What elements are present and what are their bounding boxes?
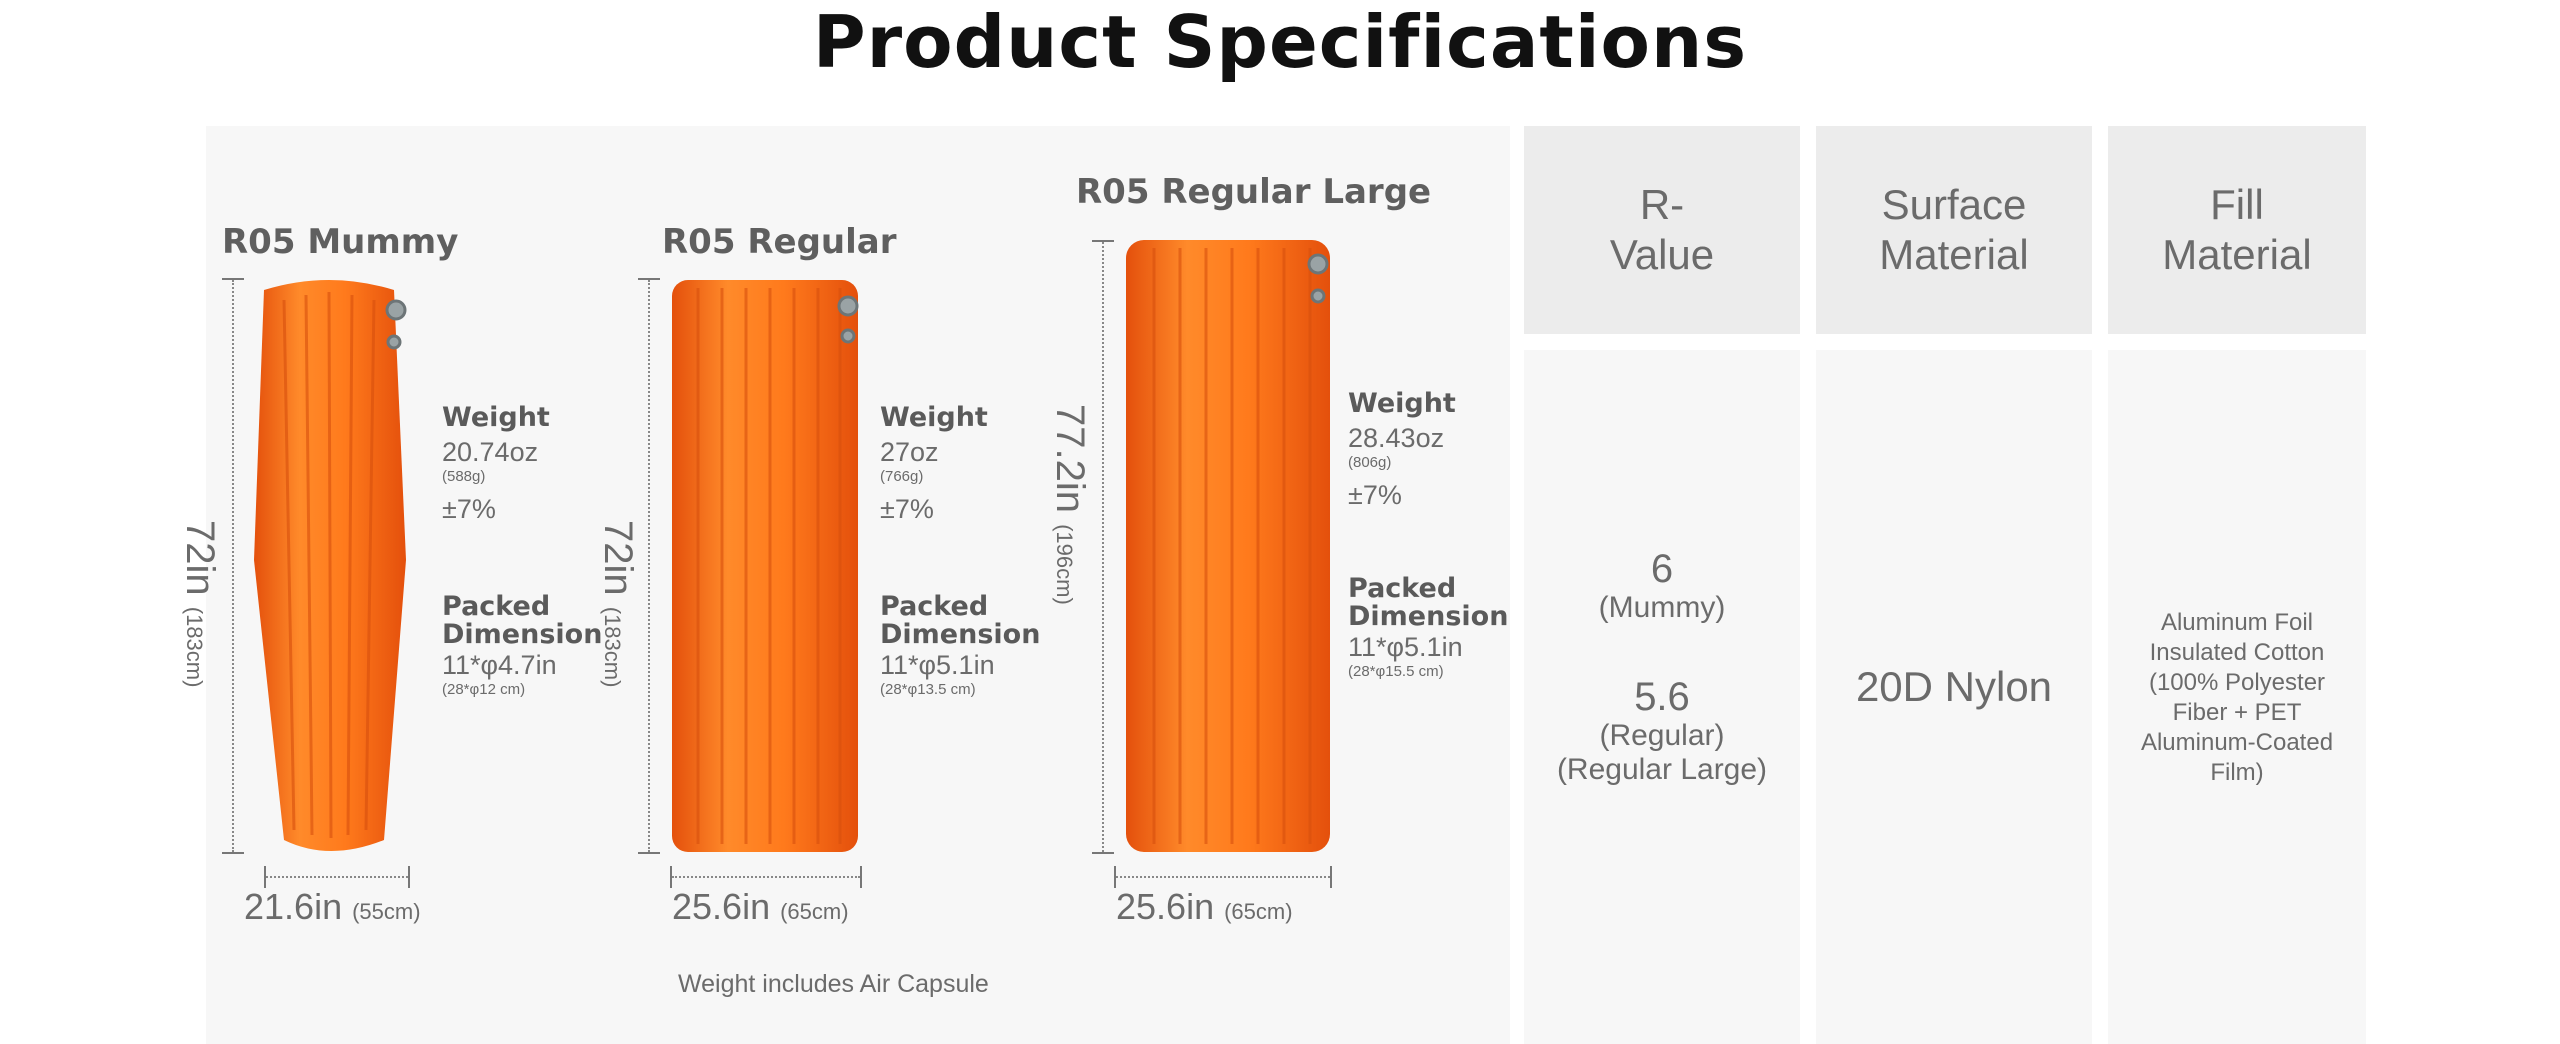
- dimension-tick: [1092, 240, 1114, 242]
- length-metric: (196cm): [1052, 524, 1077, 605]
- r-value-mummy: 6: [1650, 547, 1674, 591]
- surface-material-cell: 20D Nylon: [1816, 350, 2092, 1044]
- product-specs: Weight 20.74oz (588g) ±7% Packed Dimensi…: [442, 404, 602, 699]
- weight-label: Weight: [880, 402, 988, 433]
- fill-line: Insulated Cotton: [2149, 639, 2325, 666]
- surface-material-header: Surface Material: [1816, 126, 2092, 334]
- r-value-regular: 5.6: [1634, 675, 1690, 719]
- length-metric: (183cm): [600, 606, 625, 688]
- dimension-line: [1116, 876, 1330, 878]
- header-line: Surface: [1881, 181, 2027, 228]
- width-value: 25.6in: [672, 886, 771, 927]
- dimension-tick: [408, 866, 410, 888]
- packed-metric: (28*φ13.5 cm): [880, 681, 976, 698]
- mummy-mat-image: [254, 280, 407, 851]
- packed-value: 11*φ5.1in: [880, 650, 995, 680]
- length-value: 77.2in: [1048, 404, 1092, 513]
- packed-value: 11*φ4.7in: [442, 650, 557, 680]
- weight-value: 27oz: [880, 437, 939, 467]
- r-value-mummy-note: (Mummy): [1598, 591, 1726, 624]
- dimension-tick: [1114, 866, 1116, 888]
- dimension-tick: [264, 866, 266, 888]
- width-value: 21.6in: [244, 886, 343, 927]
- regular-mat-image: [672, 280, 859, 852]
- dimension-line: [266, 876, 408, 878]
- page-title: Product Specifications: [812, 0, 1748, 84]
- fill-material-cell: Aluminum Foil Insulated Cotton (100% Pol…: [2108, 350, 2366, 1044]
- dimension-tick: [1092, 852, 1114, 854]
- weight-metric: (806g): [1348, 454, 1392, 471]
- width-label: 25.6in (65cm): [1116, 886, 1293, 928]
- width-metric: (65cm): [1224, 899, 1293, 924]
- length-label: 72in (183cm): [177, 520, 222, 687]
- dimension-tick: [638, 278, 660, 280]
- packed-metric: (28*φ12 cm): [442, 681, 526, 698]
- dimension-line: [1102, 242, 1104, 852]
- tolerance: ±7%: [442, 494, 496, 524]
- weight-value: 28.43oz: [1348, 423, 1445, 453]
- weight-value: 20.74oz: [442, 437, 539, 467]
- r-value-regular-large-note: (Regular Large): [1556, 753, 1768, 786]
- length-value: 72in: [596, 520, 640, 596]
- width-metric: (65cm): [780, 899, 849, 924]
- weight-label: Weight: [1348, 388, 1456, 419]
- product-specs: Weight 27oz (766g) ±7% Packed Dimension …: [880, 404, 1040, 699]
- width-metric: (55cm): [352, 899, 421, 924]
- weight-metric: (766g): [880, 468, 924, 485]
- product-name: R05 Regular: [662, 222, 897, 262]
- dimension-tick: [1330, 866, 1332, 888]
- r-value-cell: 6 (Mummy) 5.6 (Regular) (Regular Large): [1524, 350, 1800, 1044]
- dimension-line: [232, 280, 234, 852]
- width-label: 25.6in (65cm): [672, 886, 849, 928]
- packed-label: Dimension: [1348, 601, 1509, 632]
- fill-material-value: Aluminum Foil Insulated Cotton (100% Pol…: [2141, 608, 2333, 788]
- product-name: R05 Regular Large: [1076, 172, 1432, 212]
- tolerance: ±7%: [880, 494, 934, 524]
- packed-label: Dimension: [442, 619, 603, 650]
- fill-line: Aluminum-Coated: [2140, 729, 2334, 756]
- length-value: 72in: [178, 520, 222, 596]
- dimension-tick: [638, 852, 660, 854]
- dimension-tick: [222, 278, 244, 280]
- packed-value: 11*φ5.1in: [1348, 632, 1463, 662]
- regular-large-mat-image: [1126, 240, 1330, 852]
- tolerance: ±7%: [1348, 480, 1402, 510]
- weight-metric: (588g): [442, 468, 486, 485]
- fill-line: Film): [2210, 759, 2264, 786]
- dimension-tick: [860, 866, 862, 888]
- weight-label: Weight: [442, 402, 550, 433]
- header-line: Material: [1879, 231, 2029, 278]
- dimension-line: [648, 280, 650, 852]
- fill-material-header: Fill Material: [2108, 126, 2366, 334]
- packed-label: Dimension: [880, 619, 1041, 650]
- packed-metric: (28*φ15.5 cm): [1348, 663, 1444, 680]
- header-line: Value: [1609, 231, 1715, 278]
- packed-label: Packed: [1348, 573, 1457, 604]
- header-line: Fill: [2210, 181, 2264, 228]
- packed-label: Packed: [880, 591, 989, 622]
- r-value-regular-note: (Regular): [1599, 719, 1725, 752]
- fill-line: Aluminum Foil: [2160, 609, 2314, 636]
- header-line: Material: [2162, 231, 2312, 278]
- product-name: R05 Mummy: [222, 222, 459, 262]
- width-label: 21.6in (55cm): [244, 886, 421, 928]
- fill-line: Fiber + PET: [2172, 699, 2302, 726]
- length-label: 77.2in (196cm): [1047, 404, 1092, 605]
- fill-line: (100% Polyester: [2148, 669, 2326, 696]
- dimension-tick: [670, 866, 672, 888]
- r-value-header: R- Value: [1524, 126, 1800, 334]
- footnote: Weight includes Air Capsule: [678, 970, 989, 998]
- dimension-line: [672, 876, 860, 878]
- width-value: 25.6in: [1116, 886, 1215, 927]
- length-metric: (183cm): [182, 606, 207, 688]
- dimension-tick: [222, 852, 244, 854]
- product-specs: Weight 28.43oz (806g) ±7% Packed Dimensi…: [1348, 390, 1508, 681]
- length-label: 72in (183cm): [595, 520, 640, 687]
- header-line: R-: [1639, 181, 1685, 228]
- surface-material-value: 20D Nylon: [1855, 663, 2053, 710]
- packed-label: Packed: [442, 591, 551, 622]
